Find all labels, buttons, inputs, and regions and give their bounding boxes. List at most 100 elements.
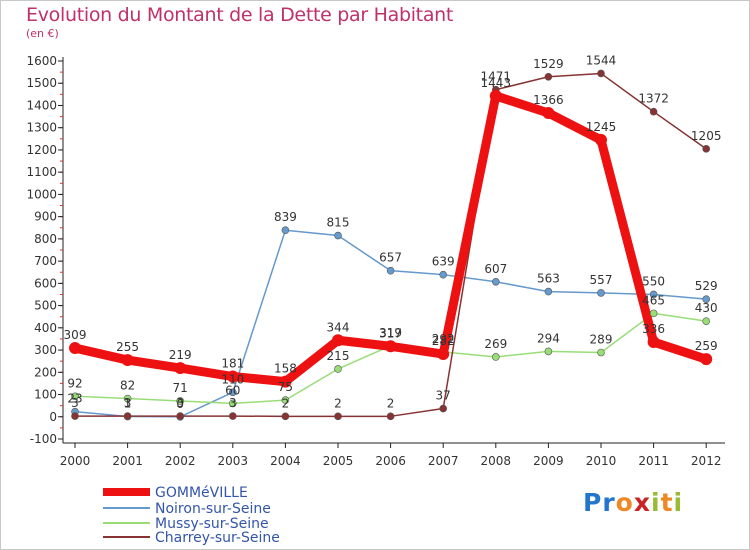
data-label-2: 71 <box>173 381 188 395</box>
data-point-3 <box>649 107 658 116</box>
data-label-2: 292 <box>432 332 455 346</box>
data-point-3 <box>229 412 237 420</box>
data-label-3: 2 <box>282 396 290 410</box>
y-tick-label: -100 <box>30 432 57 446</box>
y-tick-label: 1300 <box>26 121 57 135</box>
x-tick-label: 2011 <box>638 454 669 468</box>
data-point-2 <box>281 396 290 404</box>
data-label-2: 430 <box>695 301 718 315</box>
x-tick-label: 2004 <box>270 454 301 468</box>
data-label-3: 3 <box>71 396 79 410</box>
y-tick-label: 200 <box>34 365 57 379</box>
y-tick-label: 1100 <box>26 165 57 179</box>
y-tick-label: 1600 <box>26 54 57 68</box>
y-tick-label: 1500 <box>26 76 57 90</box>
data-point-1 <box>229 388 237 397</box>
data-point-0 <box>595 133 607 146</box>
data-label-2: 465 <box>642 293 665 307</box>
data-label-1: 815 <box>327 216 350 230</box>
y-tick-label: 600 <box>34 276 57 290</box>
x-tick-label: 2003 <box>218 454 249 468</box>
x-tick-label: 2002 <box>165 454 196 468</box>
data-label-2: 92 <box>67 376 82 390</box>
data-point-1 <box>491 277 500 286</box>
data-label-1: 563 <box>537 272 560 286</box>
x-tick-label: 2006 <box>375 454 406 468</box>
x-tick-label: 2005 <box>323 454 354 468</box>
legend-label-2: Mussy-sur-Seine <box>155 516 269 532</box>
y-tick-label: 300 <box>34 343 57 357</box>
data-label-0: 158 <box>274 362 297 376</box>
data-label-1: 639 <box>432 255 455 269</box>
logo-letter: r <box>602 488 616 517</box>
data-label-1: 607 <box>484 262 507 276</box>
data-point-1 <box>702 295 711 303</box>
data-label-0: 309 <box>64 328 87 342</box>
data-label-0: 317 <box>379 326 402 340</box>
data-point-2 <box>597 348 605 357</box>
logo-letter: t <box>660 488 674 517</box>
data-point-0 <box>437 348 450 361</box>
data-label-0: 282 <box>432 334 455 348</box>
data-label-2: 319 <box>379 326 402 340</box>
logo-letter: i <box>651 488 661 517</box>
data-label-0: 255 <box>116 340 139 354</box>
legend-label-0: GOMMéVILLE <box>155 485 248 501</box>
data-label-3: 1205 <box>691 129 722 143</box>
data-label-1: 110 <box>221 372 244 386</box>
data-point-3 <box>439 404 448 413</box>
data-point-0 <box>489 89 502 102</box>
data-label-1: 529 <box>695 279 718 293</box>
data-point-3 <box>702 145 711 153</box>
data-label-0: 181 <box>221 357 244 371</box>
data-point-3 <box>71 412 79 420</box>
data-point-3 <box>176 412 184 420</box>
data-point-0 <box>700 353 713 366</box>
data-label-2: 82 <box>120 379 135 393</box>
x-tick-label: 2010 <box>586 454 617 468</box>
logo-letter: P <box>583 488 603 517</box>
data-point-0 <box>174 362 187 375</box>
data-label-3: 3 <box>124 396 132 410</box>
logo-letter: o <box>615 488 634 517</box>
y-tick-label: 1400 <box>26 98 57 112</box>
y-tick-label: 500 <box>34 299 57 313</box>
y-tick-label: 0 <box>49 410 57 424</box>
data-point-0 <box>226 370 239 383</box>
data-label-3: 1372 <box>638 92 669 106</box>
data-label-3: 2 <box>387 396 395 410</box>
legend-label-3: Charrey-sur-Seine <box>155 530 280 546</box>
data-label-3: 1544 <box>586 53 617 67</box>
data-label-3: 3 <box>176 396 184 410</box>
data-label-1: 1 <box>124 397 132 411</box>
chart-title: Evolution du Montant de la Dette par Hab… <box>26 4 454 26</box>
chart-subtitle: (en €) <box>26 27 59 40</box>
data-label-3: 2 <box>334 396 342 410</box>
x-tick-label: 2008 <box>481 454 512 468</box>
data-point-1 <box>281 226 290 235</box>
data-label-2: 269 <box>484 337 507 351</box>
data-point-0 <box>279 375 292 388</box>
x-tick-label: 2012 <box>691 454 722 468</box>
data-point-1 <box>544 287 553 296</box>
y-tick-label: 700 <box>34 254 57 268</box>
data-label-0: 344 <box>327 320 350 334</box>
data-label-0: 1366 <box>533 93 564 107</box>
y-tick-label: 1200 <box>26 143 57 157</box>
data-point-3 <box>281 412 290 421</box>
y-tick-label: 100 <box>34 388 57 402</box>
data-label-0: 259 <box>695 339 718 353</box>
data-point-1 <box>597 289 605 297</box>
data-label-1: 839 <box>274 210 297 224</box>
data-point-3 <box>123 412 132 420</box>
data-point-1 <box>439 270 448 279</box>
data-label-1: 557 <box>590 273 613 287</box>
data-label-0: 1443 <box>481 76 512 90</box>
data-point-0 <box>121 354 134 367</box>
y-tick-label: 1000 <box>26 187 57 201</box>
data-point-2 <box>334 365 342 373</box>
data-label-1: 657 <box>379 251 402 265</box>
data-point-0 <box>332 334 344 347</box>
data-point-2 <box>71 392 79 401</box>
data-label-1: 550 <box>642 274 665 288</box>
